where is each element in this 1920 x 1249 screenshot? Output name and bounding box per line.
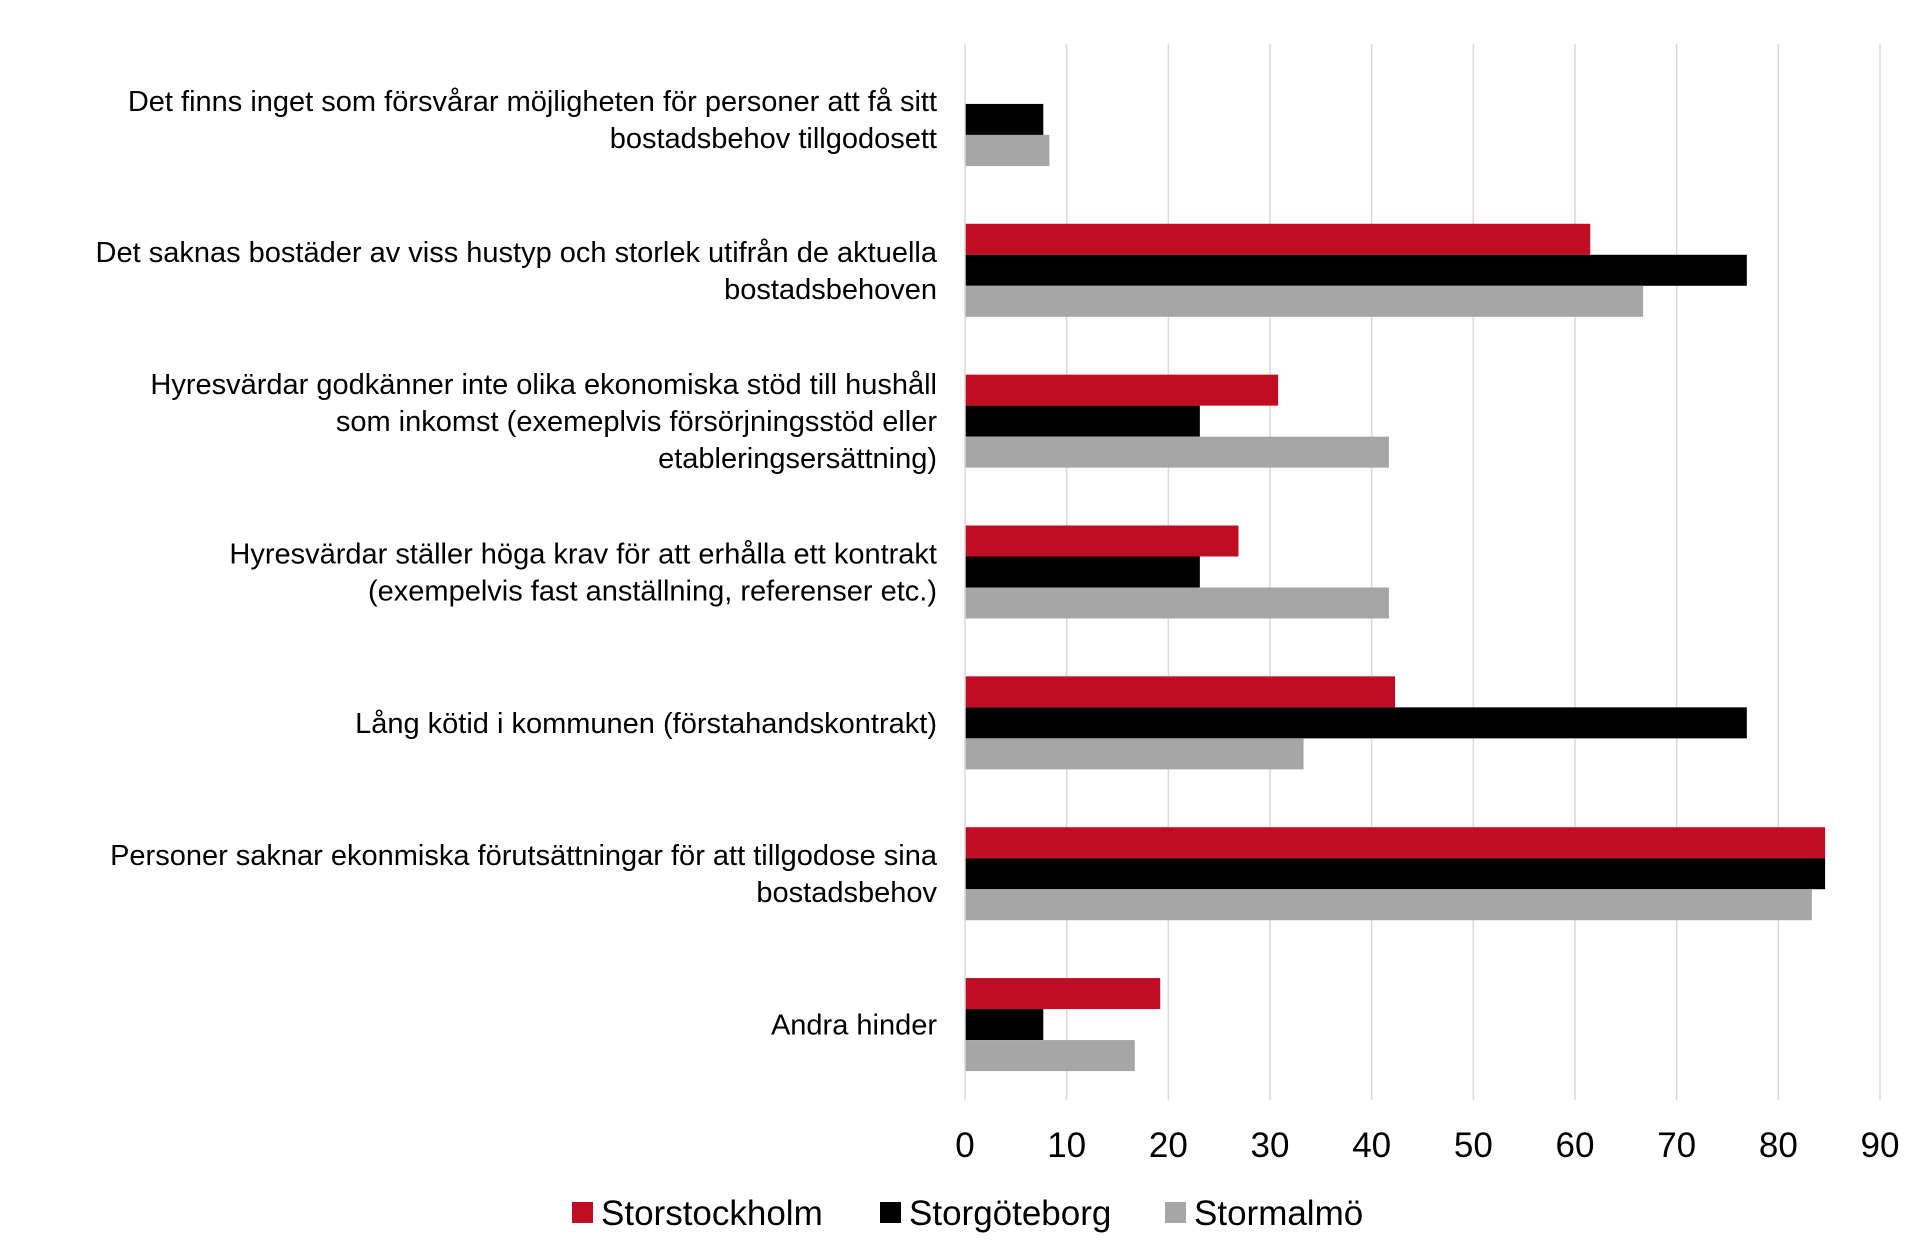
x-tick-label: 20 — [1149, 1126, 1188, 1165]
gridlines — [1065, 44, 1881, 1100]
bar-storstockholm-1 — [965, 223, 1591, 255]
bar-stormalmö-6 — [965, 1040, 1135, 1072]
x-tick-label: 90 — [1861, 1126, 1900, 1165]
category-label-line: bostadsbehoven — [724, 274, 937, 306]
category-label: Hyresvärdar godkänner inte olika ekonomi… — [150, 369, 937, 475]
legend-swatch-stormalmö — [1165, 1202, 1186, 1223]
category-label-line: Hyresvärdar godkänner inte olika ekonomi… — [150, 369, 937, 401]
legend: Storstockholm Storgöteborg Stormalmö — [572, 1194, 1363, 1233]
bar-storgöteborg-4 — [965, 707, 1747, 739]
bar-storgöteborg-0 — [965, 103, 1044, 135]
bar-stormalmö-0 — [965, 134, 1050, 166]
x-tick-label: 0 — [955, 1126, 974, 1165]
x-tick-label: 70 — [1657, 1126, 1696, 1165]
category-label-line: Hyresvärdar ställer höga krav för att er… — [229, 539, 937, 571]
x-tick-label: 30 — [1251, 1126, 1290, 1165]
bar-storgöteborg-5 — [965, 858, 1826, 890]
category-label: Personer saknar ekonmiska förutsättninga… — [110, 840, 938, 909]
category-label-line: som inkomst (exemeplvis försörjningsstöd… — [336, 406, 937, 438]
legend-swatch-storstockholm — [572, 1202, 593, 1223]
x-tick-label: 80 — [1759, 1126, 1798, 1165]
bars — [965, 103, 1826, 1072]
category-label: Lång kötid i kommunen (förstahandskontra… — [355, 708, 937, 740]
category-labels: Det finns inget som försvårar möjlighete… — [96, 86, 938, 1042]
legend-label-stormalmö: Stormalmö — [1194, 1194, 1363, 1233]
category-label: Andra hinder — [771, 1010, 937, 1042]
bar-storgöteborg-6 — [965, 1009, 1044, 1041]
category-label-line: Det finns inget som försvårar möjlighete… — [128, 86, 937, 118]
bar-storstockholm-2 — [965, 374, 1279, 406]
x-tick-label: 60 — [1556, 1126, 1595, 1165]
legend-label-storgöteborg: Storgöteborg — [909, 1194, 1111, 1233]
bar-storstockholm-3 — [965, 525, 1239, 557]
bar-storgöteborg-1 — [965, 254, 1747, 286]
category-label-line: Lång kötid i kommunen (förstahandskontra… — [355, 708, 937, 740]
bar-storgöteborg-2 — [965, 405, 1200, 437]
bar-stormalmö-4 — [965, 738, 1304, 770]
category-label-line: bostadsbehov — [756, 877, 937, 909]
legend-swatch-storgöteborg — [880, 1202, 901, 1223]
bar-stormalmö-5 — [965, 889, 1812, 921]
bar-storstockholm-4 — [965, 676, 1396, 708]
x-tick-label: 10 — [1047, 1126, 1086, 1165]
bar-stormalmö-3 — [965, 587, 1389, 619]
bar-stormalmö-2 — [965, 436, 1389, 468]
bar-stormalmö-1 — [965, 285, 1644, 317]
x-tick-labels: 0 10 20 30 40 50 60 70 80 90 — [955, 1126, 1899, 1165]
category-label: Det saknas bostäder av viss hustyp och s… — [96, 237, 938, 306]
bar-storstockholm-5 — [965, 827, 1826, 859]
bar-storstockholm-6 — [965, 978, 1161, 1010]
category-label-line: (exempelvis fast anställning, referenser… — [368, 576, 937, 608]
x-tick-label: 50 — [1454, 1126, 1493, 1165]
legend-label-storstockholm: Storstockholm — [601, 1194, 823, 1233]
x-tick-label: 40 — [1352, 1126, 1391, 1165]
category-label: Det finns inget som försvårar möjlighete… — [128, 86, 937, 155]
category-label-line: bostadsbehov tillgodosett — [610, 123, 937, 155]
bar-storgöteborg-3 — [965, 556, 1200, 588]
category-label-line: etableringsersättning) — [658, 443, 937, 475]
category-label-line: Personer saknar ekonmiska förutsättninga… — [110, 840, 938, 872]
category-label-line: Andra hinder — [771, 1010, 937, 1042]
category-label-line: Det saknas bostäder av viss hustyp och s… — [96, 237, 938, 269]
category-label: Hyresvärdar ställer höga krav för att er… — [229, 539, 937, 608]
